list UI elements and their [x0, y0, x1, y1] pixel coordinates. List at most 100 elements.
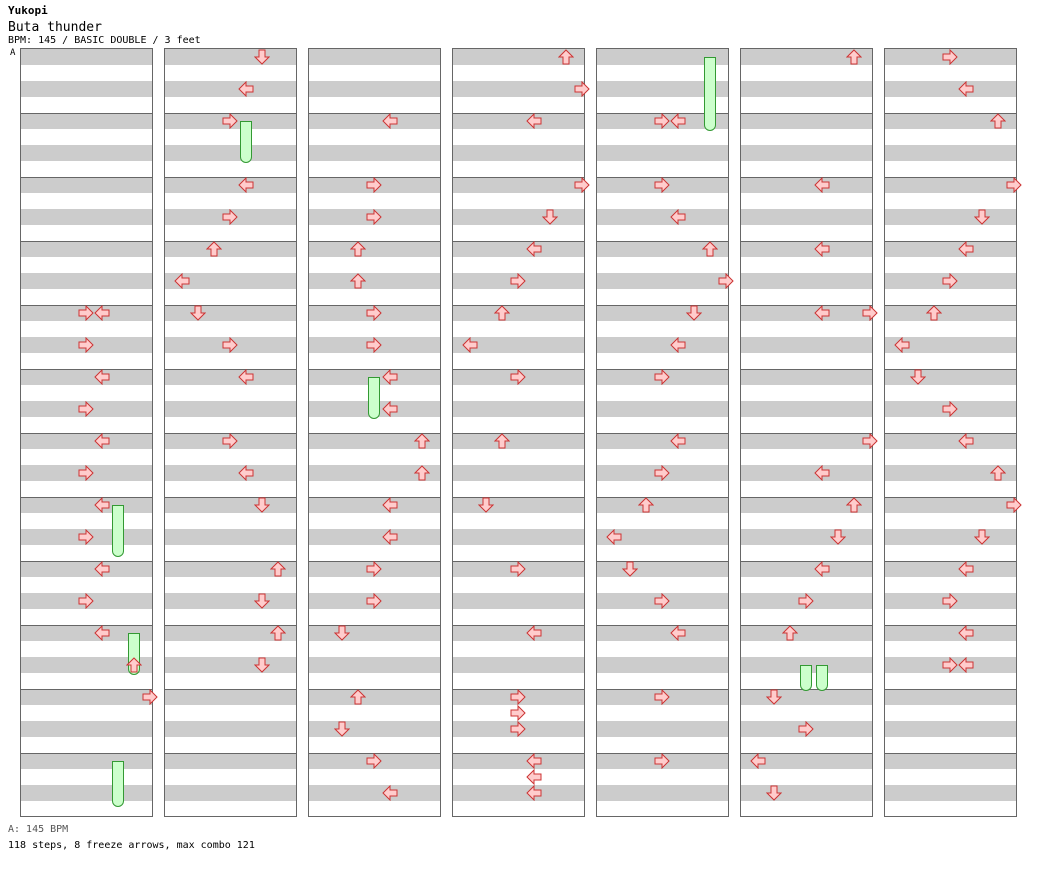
beat-stripe: [885, 145, 1016, 161]
beat-stripe: [597, 81, 728, 97]
step-arrow-right-icon: [510, 705, 526, 721]
beat-stripe: [741, 785, 872, 801]
step-arrow-left-icon: [526, 625, 542, 641]
measure-line: [453, 689, 584, 690]
step-arrow-right-icon: [142, 689, 158, 705]
step-arrow-left-icon: [94, 561, 110, 577]
step-arrow-right-icon: [222, 433, 238, 449]
measure-line: [165, 305, 296, 306]
beat-stripe: [453, 785, 584, 801]
step-arrow-right-icon: [366, 177, 382, 193]
beat-stripe: [165, 785, 296, 801]
beat-stripe: [597, 273, 728, 289]
step-arrow-right-icon: [654, 689, 670, 705]
beat-stripe: [21, 49, 152, 65]
beat-stripe: [21, 657, 152, 673]
step-arrow-right-icon: [862, 305, 878, 321]
bpm-marker: A: [10, 48, 16, 58]
beat-stripe: [165, 561, 296, 577]
step-arrow-left-icon: [238, 81, 254, 97]
step-arrow-left-icon: [670, 433, 686, 449]
beat-stripe: [453, 49, 584, 65]
freeze-arrow: [112, 761, 124, 807]
step-arrow-down-icon: [974, 529, 990, 545]
beat-stripe: [885, 625, 1016, 641]
beat-stripe: [453, 337, 584, 353]
beat-stripe: [21, 177, 152, 193]
beat-stripe: [21, 145, 152, 161]
step-arrow-left-icon: [958, 561, 974, 577]
chart-column: [164, 48, 297, 817]
measure-line: [597, 369, 728, 370]
beat-stripe: [453, 305, 584, 321]
step-arrow-left-icon: [958, 625, 974, 641]
measure-line: [21, 241, 152, 242]
beat-stripe: [453, 113, 584, 129]
step-arrow-down-icon: [334, 721, 350, 737]
step-arrow-right-icon: [78, 401, 94, 417]
step-arrow-up-icon: [926, 305, 942, 321]
step-arrow-right-icon: [654, 177, 670, 193]
measure-line: [309, 433, 440, 434]
step-arrow-right-icon: [366, 753, 382, 769]
chart-column: [308, 48, 441, 817]
measure-line: [885, 241, 1016, 242]
step-arrow-up-icon: [350, 273, 366, 289]
step-arrow-left-icon: [894, 337, 910, 353]
measure-line: [741, 433, 872, 434]
beat-stripe: [453, 529, 584, 545]
beat-stripe: [741, 241, 872, 257]
step-arrow-up-icon: [206, 241, 222, 257]
step-arrow-left-icon: [382, 369, 398, 385]
beat-stripe: [453, 401, 584, 417]
step-arrow-left-icon: [526, 769, 542, 785]
footer-stats: 118 steps, 8 freeze arrows, max combo 12…: [8, 840, 255, 851]
measure-line: [453, 241, 584, 242]
beat-stripe: [885, 465, 1016, 481]
step-arrow-right-icon: [510, 721, 526, 737]
beat-stripe: [453, 433, 584, 449]
song-title: Buta thunder: [8, 20, 102, 35]
step-arrow-up-icon: [558, 49, 574, 65]
step-arrow-left-icon: [526, 113, 542, 129]
beat-stripe: [21, 113, 152, 129]
beat-stripe: [21, 625, 152, 641]
chart-column: [452, 48, 590, 817]
step-arrow-right-icon: [222, 113, 238, 129]
measure-line: [309, 241, 440, 242]
step-arrow-right-icon: [510, 689, 526, 705]
step-arrow-right-icon: [78, 529, 94, 545]
measure-line: [741, 305, 872, 306]
artist-name: Yukopi: [8, 4, 48, 17]
step-arrow-right-icon: [366, 209, 382, 225]
step-arrow-down-icon: [254, 49, 270, 65]
measure-line: [453, 625, 584, 626]
beat-stripe: [885, 177, 1016, 193]
beat-stripe: [741, 401, 872, 417]
beat-stripe: [165, 305, 296, 321]
beat-stripe: [165, 721, 296, 737]
step-arrow-left-icon: [94, 369, 110, 385]
step-arrow-left-icon: [238, 465, 254, 481]
step-arrow-left-icon: [814, 561, 830, 577]
step-arrow-right-icon: [366, 561, 382, 577]
beat-stripe: [597, 209, 728, 225]
step-arrow-right-icon: [222, 209, 238, 225]
step-arrow-right-icon: [78, 305, 94, 321]
beat-stripe: [309, 273, 440, 289]
beat-stripe: [741, 529, 872, 545]
beat-stripe: [597, 145, 728, 161]
beat-stripe: [885, 497, 1016, 513]
step-arrow-right-icon: [510, 369, 526, 385]
measure-line: [165, 433, 296, 434]
step-arrow-up-icon: [702, 241, 718, 257]
beat-stripe: [885, 561, 1016, 577]
measure-line: [741, 625, 872, 626]
measure-line: [597, 433, 728, 434]
step-arrow-up-icon: [990, 113, 1006, 129]
step-arrow-up-icon: [638, 497, 654, 513]
measure-line: [21, 305, 152, 306]
beat-stripe: [165, 177, 296, 193]
step-arrow-up-icon: [126, 657, 142, 673]
beat-stripe: [597, 49, 728, 65]
